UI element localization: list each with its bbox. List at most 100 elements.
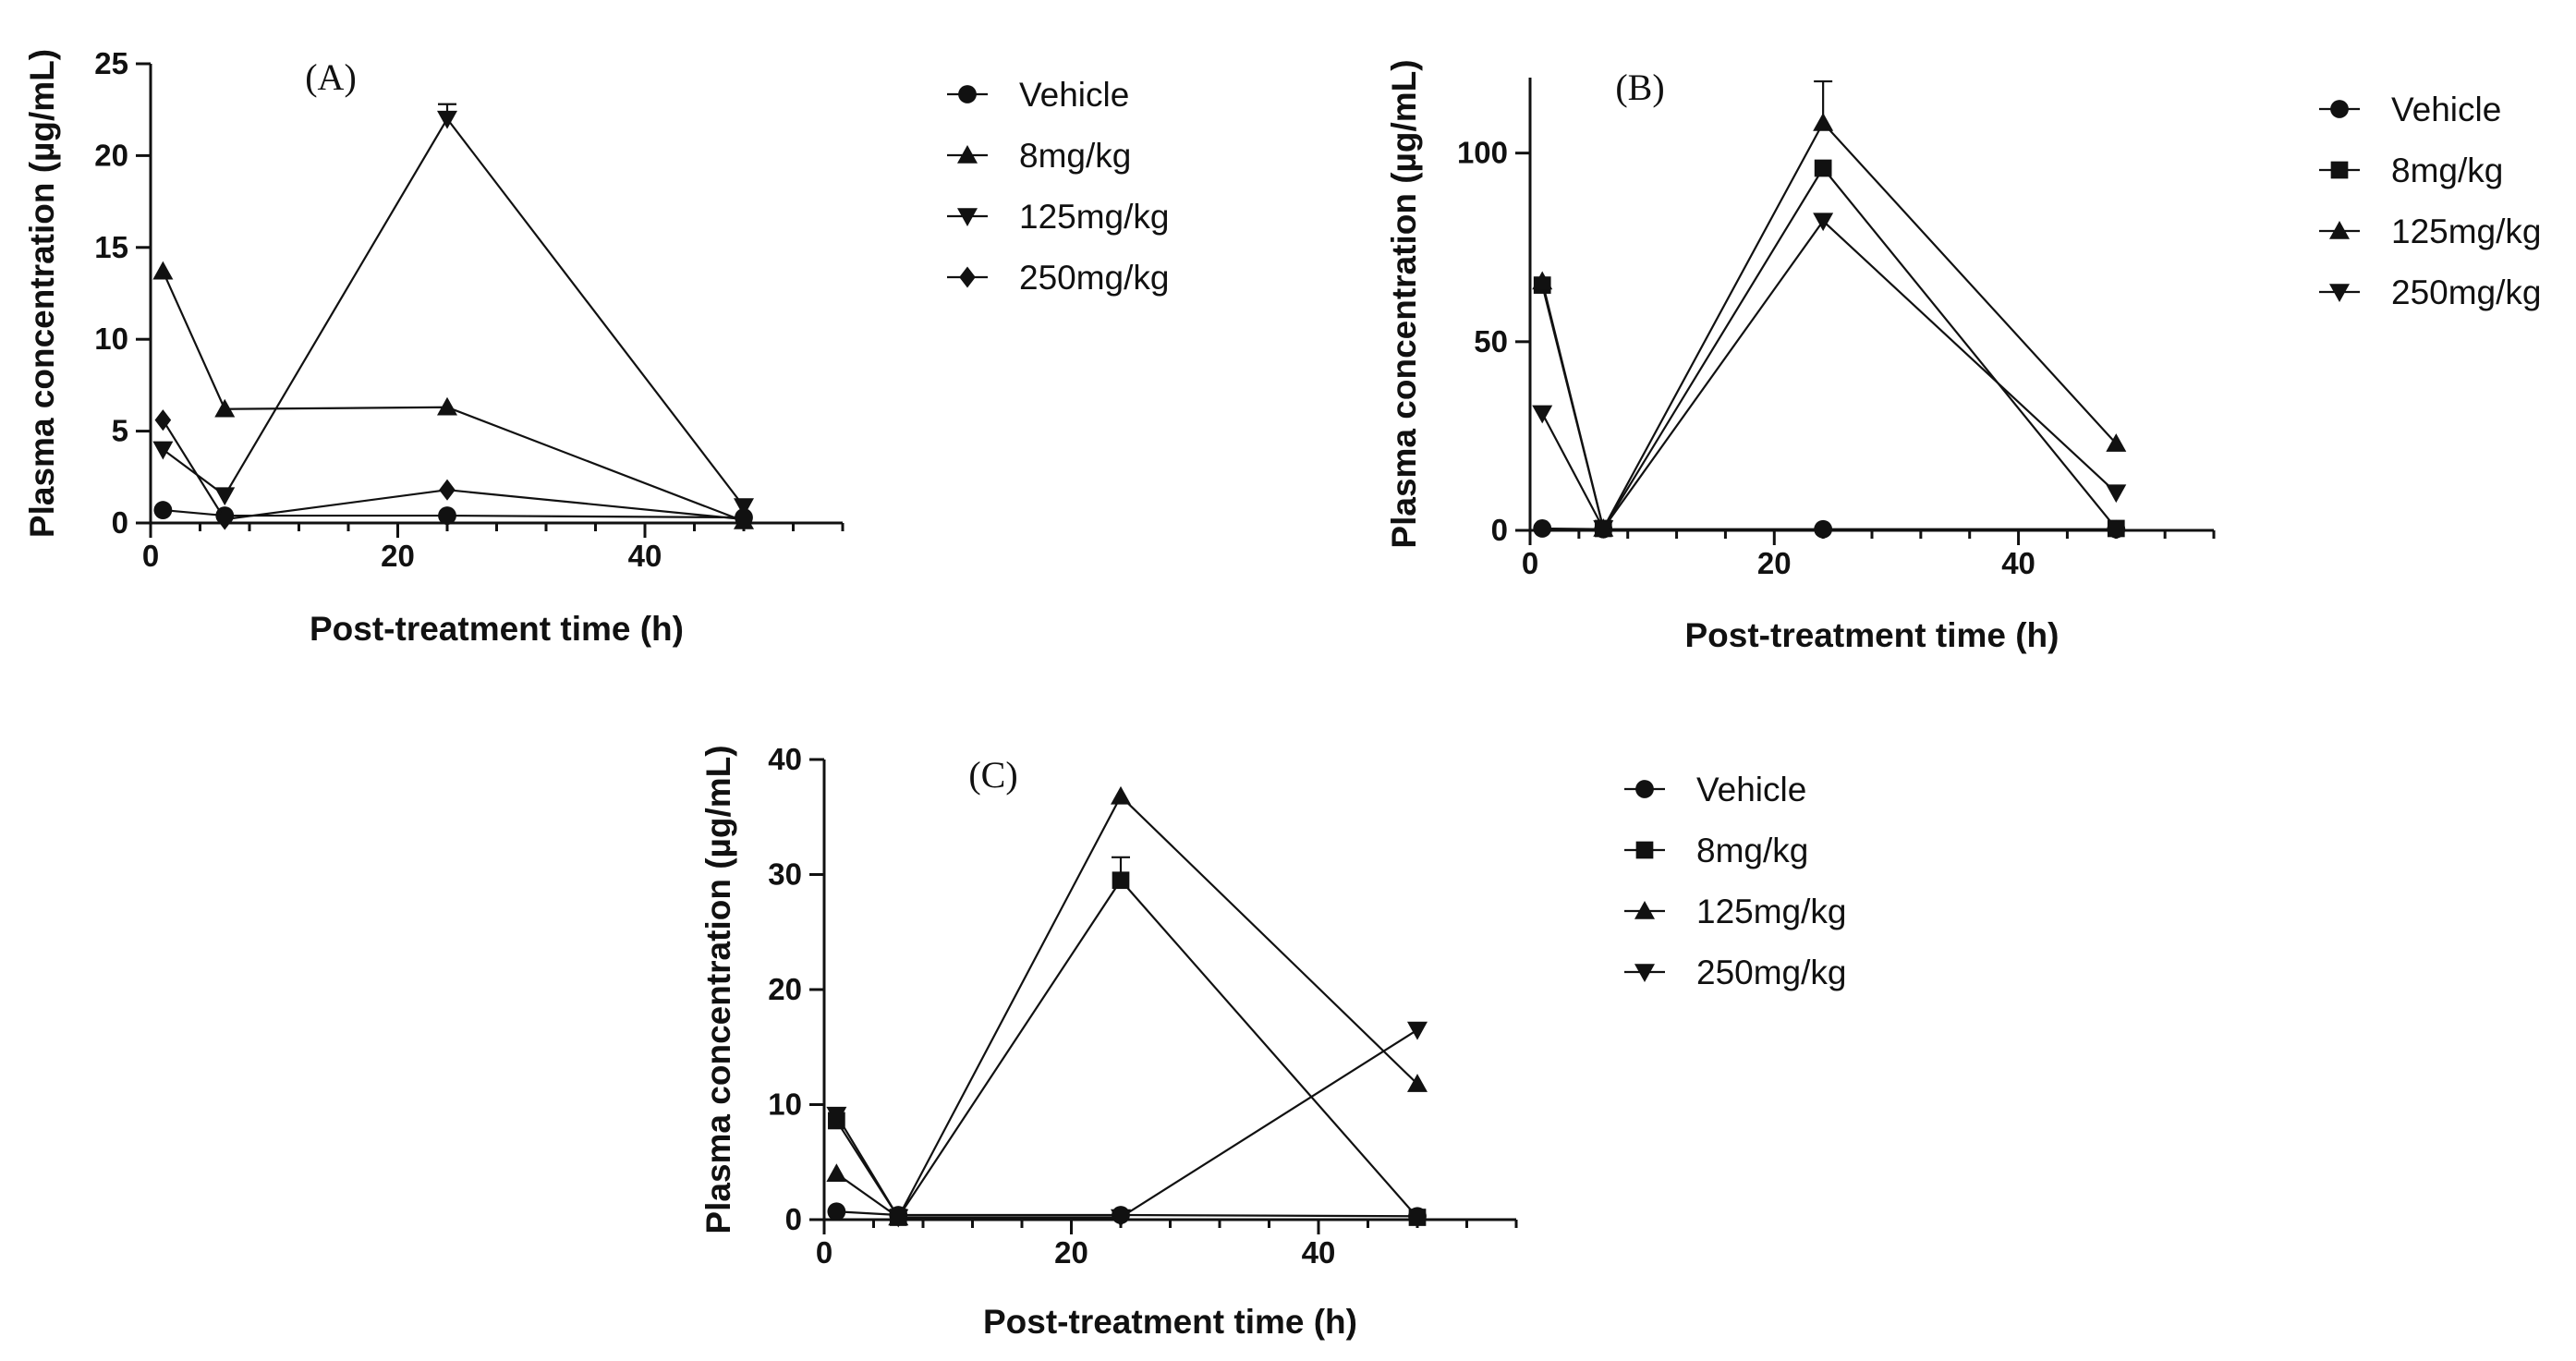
data-point (1593, 520, 1614, 539)
x-axis-title: Post-treatment time (h) (983, 1303, 1357, 1341)
x-tick-label: 20 (1757, 546, 1792, 580)
y-tick-label: 0 (112, 505, 128, 540)
data-point (1408, 1209, 1427, 1226)
series-line (162, 116, 745, 507)
legend-item-125mg-kg: 125mg/kg (2319, 213, 2542, 250)
legend-marker (1634, 901, 1655, 919)
legend-marker (2330, 161, 2349, 179)
data-point (1112, 871, 1130, 890)
series-line (836, 1210, 1418, 1218)
legend-label: 125mg/kg (1696, 893, 1847, 930)
data-point (826, 1163, 847, 1182)
legend-marker (1635, 841, 1654, 859)
y-tick-label: 30 (768, 857, 802, 892)
legend-label: 8mg/kg (2391, 152, 2503, 189)
legend-marker (2329, 221, 2350, 239)
data-point (1532, 271, 1553, 290)
legend-label: 8mg/kg (1019, 137, 1131, 175)
legend-item-125mg-kg: 125mg/kg (947, 198, 1170, 236)
legend-marker (958, 85, 977, 103)
legend-label: Vehicle (2391, 91, 2501, 128)
legend-item-125mg-kg: 125mg/kg (1624, 893, 1847, 930)
legend-label: 125mg/kg (1019, 198, 1170, 236)
series-line (1541, 121, 2118, 531)
panel-c: 0 20 40 0 10 20 30 40 Post-treatment time (h) Pla… (699, 742, 1847, 1341)
y-tick-label: 40 (768, 742, 802, 776)
data-point (437, 396, 457, 416)
x-axis-title: Post-treatment time (h) (310, 610, 684, 648)
series-125mg-kg (826, 785, 1428, 1226)
data-point (1814, 159, 1832, 177)
series-line (835, 795, 1418, 1220)
legend-marker (2329, 284, 2350, 302)
y-tick-label: 0 (1491, 513, 1508, 547)
legend: Vehicle 8mg/kg 125mg/kg 250mg/kg (1624, 771, 1847, 991)
data-point (437, 110, 457, 129)
data-point (1111, 785, 1131, 805)
data-point (438, 506, 456, 525)
x-tick-label: 0 (1522, 546, 1538, 580)
data-point (216, 508, 234, 530)
legend-item-vehicle: Vehicle (947, 76, 1129, 114)
data-point (826, 1106, 847, 1125)
x-tick-label: 20 (1054, 1235, 1088, 1270)
legend-item-250mg-kg: 250mg/kg (1624, 954, 1847, 991)
legend-marker (2330, 100, 2349, 118)
data-point (2106, 433, 2127, 452)
series-125mg-kg (1532, 79, 2127, 537)
legend-label: Vehicle (1696, 771, 1806, 808)
legend-item-8mg-kg: 8mg/kg (2319, 152, 2503, 189)
y-tick-label: 15 (94, 230, 128, 264)
legend-label: 125mg/kg (2391, 213, 2542, 250)
data-point (152, 261, 174, 280)
series-line (835, 1028, 1418, 1219)
legend-label: 8mg/kg (1696, 832, 1808, 869)
legend-label: 250mg/kg (1019, 259, 1170, 297)
data-point (734, 498, 754, 517)
legend-label: Vehicle (1019, 76, 1129, 114)
series-250mg-kg (826, 1021, 1428, 1228)
legend: Vehicle 8mg/kg 125mg/kg 250mg/kg (2319, 91, 2542, 311)
legend-item-250mg-kg: 250mg/kg (947, 259, 1170, 297)
y-axis-title: Plasma concentration (µg/mL) (699, 745, 737, 1233)
y-tick-label: 100 (1457, 136, 1508, 170)
legend-marker (957, 145, 978, 164)
series-line (163, 508, 745, 519)
data-point (214, 398, 236, 418)
data-point (1407, 1074, 1428, 1092)
data-point (2106, 484, 2127, 504)
legend-item-250mg-kg: 250mg/kg (2319, 273, 2542, 311)
legend-item-8mg-kg: 8mg/kg (947, 137, 1131, 175)
data-point (1814, 519, 1833, 539)
x-tick-label: 0 (142, 539, 159, 573)
y-tick-label: 5 (112, 414, 128, 448)
data-point (1813, 213, 1834, 232)
series-vehicle (1533, 519, 2126, 539)
panel-label: (C) (968, 754, 1017, 796)
x-tick-label: 20 (381, 539, 415, 573)
data-point (888, 1209, 909, 1228)
legend-label: 250mg/kg (1696, 954, 1847, 991)
data-point (1407, 1021, 1428, 1040)
series-8mg-kg (828, 856, 1427, 1226)
legend-item-8mg-kg: 8mg/kg (1624, 832, 1808, 869)
legend-item-vehicle: Vehicle (1624, 771, 1806, 808)
data-point (2107, 519, 2125, 538)
y-tick-label: 25 (94, 46, 128, 80)
data-point (735, 508, 752, 530)
x-tick-label: 40 (2001, 546, 2035, 580)
series-125mg-kg (152, 103, 754, 517)
panel-label: (B) (1615, 67, 1664, 108)
data-point (1533, 519, 1552, 538)
series-line (162, 271, 745, 523)
y-tick-label: 50 (1474, 324, 1508, 358)
y-tick-label: 0 (785, 1202, 802, 1236)
series-250mg-kg (1532, 213, 2127, 539)
data-point (154, 409, 172, 431)
x-tick-label: 40 (1302, 1235, 1336, 1270)
y-tick-label: 10 (768, 1088, 802, 1122)
data-point (1532, 405, 1553, 424)
series-250mg-kg (154, 409, 752, 530)
series-line (1541, 219, 2118, 531)
